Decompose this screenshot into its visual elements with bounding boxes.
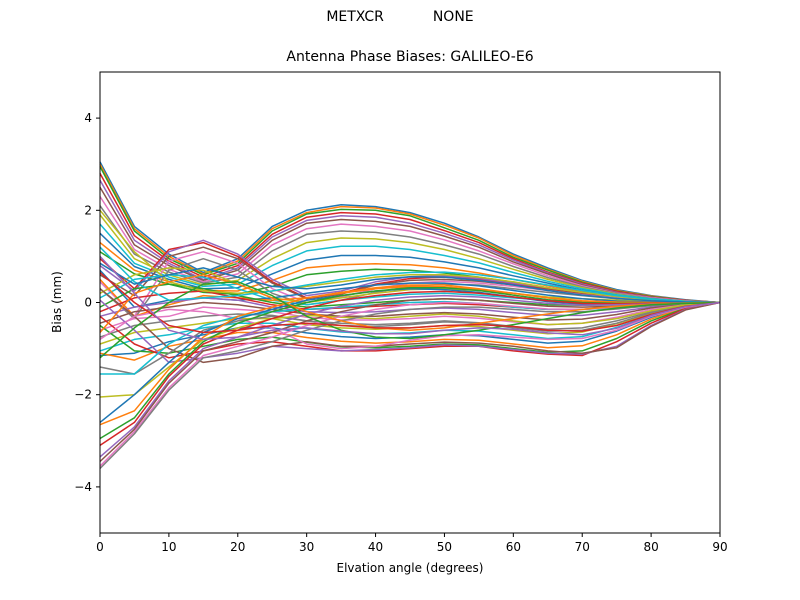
chart-title: Antenna Phase Biases: GALILEO-E6 xyxy=(286,49,534,65)
series-line xyxy=(99,267,721,304)
series-line xyxy=(99,288,721,364)
series-line xyxy=(99,301,721,398)
series-line xyxy=(99,161,721,304)
y-axis-ticks: −4 −2 0 2 4 xyxy=(74,111,100,494)
x-tick-label: 50 xyxy=(437,540,452,554)
x-tick-label: 30 xyxy=(299,540,314,554)
y-tick-label: −2 xyxy=(74,388,92,402)
x-tick-label: 40 xyxy=(368,540,383,554)
x-axis-label: Elvation angle (degrees) xyxy=(336,561,484,575)
series-line xyxy=(99,278,720,318)
series-line xyxy=(99,262,721,304)
series-line xyxy=(99,294,721,458)
series-line xyxy=(99,271,721,334)
series-line xyxy=(99,274,721,333)
series-line xyxy=(99,301,721,357)
series-line xyxy=(99,301,721,352)
series-line xyxy=(99,223,721,304)
figure-suptitle: METXCR NONE xyxy=(326,9,474,25)
y-tick-label: 4 xyxy=(84,111,92,125)
x-tick-label: 20 xyxy=(230,540,245,554)
series-line xyxy=(99,301,721,375)
series-line xyxy=(99,301,721,331)
series-line xyxy=(99,281,721,359)
x-axis-ticks: 0 10 20 30 40 50 60 70 80 90 xyxy=(96,533,728,554)
y-tick-label: 0 xyxy=(84,296,92,310)
x-tick-label: 10 xyxy=(161,540,176,554)
x-tick-label: 70 xyxy=(575,540,590,554)
x-tick-label: 90 xyxy=(712,540,727,554)
series-line xyxy=(99,301,721,338)
y-axis-label: Bias (mm) xyxy=(50,271,64,333)
series-line xyxy=(99,301,721,350)
series-line xyxy=(99,301,721,467)
series-line xyxy=(99,255,721,341)
series-line xyxy=(99,301,721,324)
series-line xyxy=(99,290,721,447)
y-tick-label: 2 xyxy=(84,203,92,217)
x-tick-label: 60 xyxy=(506,540,521,554)
series-line xyxy=(99,209,721,304)
series-line xyxy=(99,301,721,470)
series-line xyxy=(99,301,721,354)
x-tick-label: 0 xyxy=(96,540,104,554)
y-tick-label: −4 xyxy=(74,480,92,494)
x-tick-label: 80 xyxy=(643,540,658,554)
series-lines xyxy=(99,161,721,470)
series-line xyxy=(99,246,721,304)
